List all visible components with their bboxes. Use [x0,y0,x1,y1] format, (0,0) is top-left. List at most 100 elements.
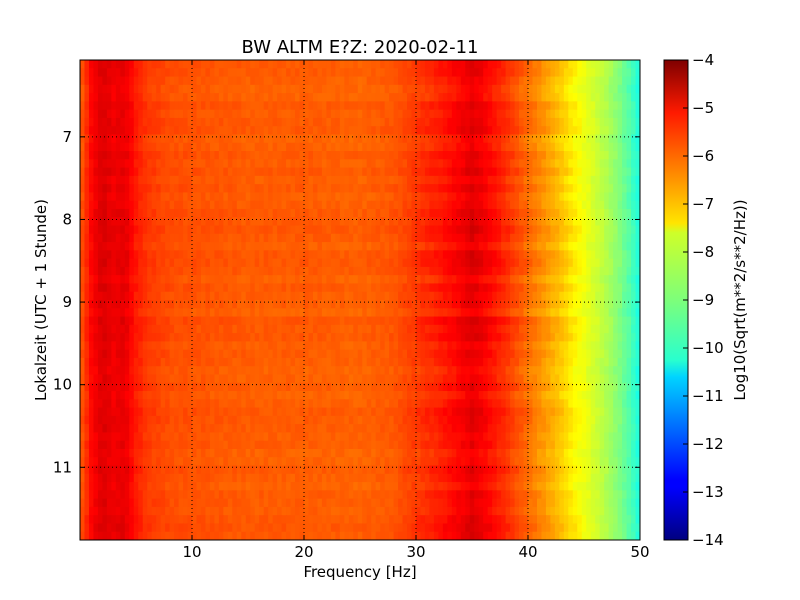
heatmap-cell [84,93,90,102]
heatmap-cell [545,291,551,301]
heatmap-cell [577,308,583,318]
heatmap-cell [608,134,614,144]
heatmap-cell [80,134,86,144]
heatmap-cell [622,200,628,210]
heatmap-cell [554,134,560,144]
heatmap-cell [532,233,538,243]
heatmap-cell [474,374,480,384]
heatmap-cell [380,167,386,177]
heatmap-cell [635,275,640,285]
heatmap-cell [501,300,507,309]
heatmap-cell [429,233,435,243]
heatmap-cell [120,258,126,268]
heatmap-cell [380,250,386,260]
heatmap-cell [290,366,296,376]
heatmap-cell [492,242,498,251]
heatmap-cell [604,308,610,318]
heatmap-cell [348,333,354,342]
heatmap-cell [617,151,623,160]
heatmap-cell [447,333,453,342]
heatmap-cell [424,175,431,185]
heatmap-cell [384,93,390,102]
heatmap-cell [142,126,148,136]
heatmap-cell [321,233,327,243]
heatmap-cell [411,134,417,144]
heatmap-cell [563,275,569,285]
heatmap-cell [286,233,292,243]
heatmap-cell [205,258,211,268]
heatmap-cell [424,142,431,152]
heatmap-cell [214,126,220,136]
heatmap-cell [124,333,130,342]
heatmap-cell [214,258,220,268]
heatmap-cell [389,283,395,293]
heatmap-cell [429,266,435,276]
heatmap-cell [348,60,354,69]
heatmap-cell [120,175,126,185]
heatmap-cell [411,382,417,392]
heatmap-cell [519,76,525,86]
heatmap-cell [550,101,556,111]
heatmap-cell [501,167,507,177]
heatmap-cell [536,316,543,326]
heatmap-cell [366,242,372,251]
heatmap-cell [398,374,404,384]
heatmap-cell [496,192,502,202]
heatmap-cell [218,225,224,235]
heatmap-cell [545,382,551,392]
heatmap-cell [151,126,157,136]
heatmap-cell [626,258,632,268]
heatmap-cell [174,382,180,392]
heatmap-cell [411,117,417,127]
heatmap-cell [492,101,498,111]
heatmap-cell [88,175,95,185]
heatmap-cell [590,341,596,351]
heatmap-cell [263,316,269,326]
heatmap-cell [389,184,395,194]
heatmap-cell [209,208,215,218]
heatmap-cell [393,117,399,127]
heatmap-cell [227,374,233,384]
heatmap-cell [402,382,408,392]
heatmap-cell [496,217,502,227]
heatmap-cell [165,341,171,351]
heatmap-cell [335,333,341,342]
heatmap-cell [572,151,578,160]
heatmap-cell [519,134,525,144]
heatmap-cell [375,84,381,94]
heatmap-cell [604,291,610,301]
heatmap-cell [514,76,520,86]
heatmap-cell [321,300,327,309]
heatmap-cell [281,60,287,69]
heatmap-cell [492,159,498,169]
heatmap-cell [304,324,310,334]
heatmap-cell [304,142,310,152]
heatmap-cell [433,151,439,160]
heatmap-cell [169,316,175,326]
heatmap-cell [416,258,422,268]
heatmap-cell [451,233,457,243]
heatmap-cell [321,200,327,210]
heatmap-cell [447,159,453,169]
heatmap-cell [581,101,587,111]
heatmap-cell [308,324,314,334]
heatmap-cell [339,184,345,194]
heatmap-cell [608,225,614,235]
heatmap-cell [411,76,417,86]
heatmap-cell [424,333,431,342]
heatmap-cell [218,291,224,301]
heatmap-cell [348,258,354,268]
heatmap-cell [317,341,323,351]
heatmap-cell [129,208,135,218]
heatmap-cell [312,300,319,309]
heatmap-cell [492,167,498,177]
heatmap-cell [501,324,507,334]
heatmap-cell [84,374,90,384]
heatmap-cell [519,374,525,384]
heatmap-cell [187,242,193,251]
heatmap-cell [120,357,126,367]
heatmap-cell [227,109,233,119]
heatmap-cell [205,349,211,359]
heatmap-cell [232,266,238,276]
heatmap-cell [528,159,534,169]
